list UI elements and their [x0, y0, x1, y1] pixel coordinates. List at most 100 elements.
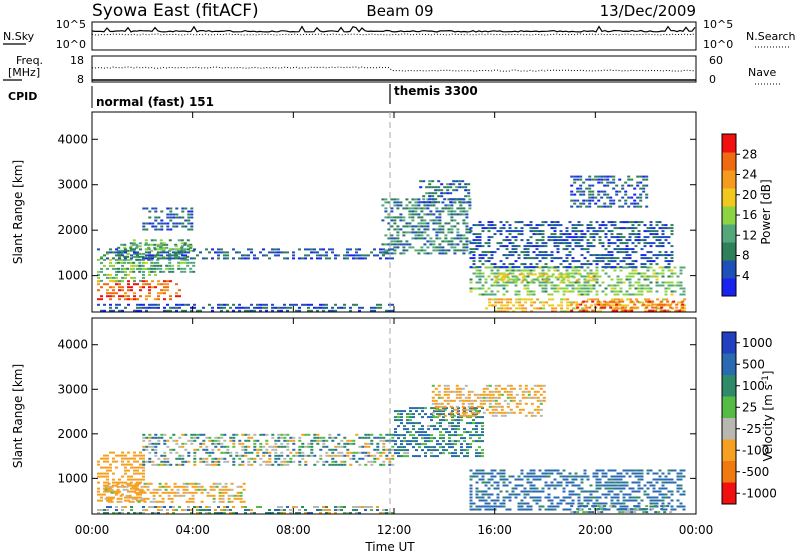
data-cell [667, 263, 671, 266]
data-cell [475, 287, 479, 290]
data-cell [124, 466, 127, 469]
velocity-colorbar-label-main: Velocity [m s [761, 384, 775, 461]
data-cell [634, 269, 638, 272]
data-cell [109, 261, 112, 264]
data-cell [355, 460, 359, 463]
data-cell [271, 251, 274, 254]
data-cell [226, 460, 230, 463]
data-cell [426, 207, 430, 210]
data-cell [154, 451, 158, 454]
data-cell [529, 490, 533, 493]
colorbar-swatch [722, 353, 736, 376]
data-cell [103, 283, 106, 286]
data-cell [550, 508, 554, 511]
data-cell [212, 497, 216, 500]
data-cell [633, 511, 637, 514]
data-cell [268, 463, 272, 466]
data-cell [636, 306, 640, 309]
data-cell [180, 248, 184, 251]
data-cell [562, 496, 566, 499]
data-cell [509, 298, 513, 301]
data-cell [373, 306, 376, 309]
data-cell [256, 454, 260, 457]
data-cell [259, 445, 263, 448]
data-cell [106, 273, 109, 276]
data-cell [514, 487, 518, 490]
freq-panel: Freq. [MHz] 18 8 60 0 Nave [3, 54, 780, 86]
data-cell [176, 494, 180, 497]
data-cell [393, 243, 397, 246]
data-cell [487, 239, 491, 242]
data-cell [337, 509, 340, 511]
data-cell [553, 233, 557, 236]
data-cell [499, 505, 503, 508]
data-cell [620, 298, 624, 301]
data-cell [440, 402, 444, 405]
data-cell [451, 440, 454, 443]
data-cell [310, 309, 313, 312]
data-cell [634, 272, 638, 275]
data-cell [499, 242, 503, 245]
data-cell [125, 482, 129, 485]
data-cell [133, 460, 136, 463]
data-cell [414, 237, 418, 240]
data-cell [178, 463, 182, 466]
data-cell [174, 252, 178, 255]
data-cell [624, 193, 628, 196]
data-cell [496, 484, 500, 487]
data-cell [568, 251, 572, 254]
data-cell [592, 502, 596, 505]
data-cell [547, 487, 551, 490]
data-cell [622, 496, 626, 499]
data-cell [649, 499, 653, 502]
data-cell [547, 293, 551, 296]
data-cell [310, 451, 314, 454]
data-cell [465, 246, 469, 249]
data-cell [319, 454, 323, 457]
data-cell [301, 257, 304, 260]
data-cell [381, 243, 385, 246]
data-cell [186, 264, 190, 267]
data-cell [136, 469, 139, 472]
data-cell [154, 286, 157, 289]
data-cell [640, 263, 644, 266]
station-title: Syowa East (fitACF) [92, 1, 259, 21]
data-cell [394, 452, 397, 455]
data-cell [265, 448, 269, 451]
data-cell [223, 451, 227, 454]
data-cell [609, 199, 613, 202]
data-cell [422, 198, 426, 201]
data-cell [268, 512, 271, 514]
data-cell [259, 442, 263, 445]
data-cell [442, 437, 445, 440]
data-cell [517, 221, 521, 224]
data-cell [560, 273, 564, 276]
data-cell [491, 411, 495, 414]
data-cell [139, 289, 142, 292]
data-cell [544, 281, 548, 284]
data-cell [123, 267, 127, 270]
data-cell [109, 496, 112, 499]
data-cell [97, 487, 100, 490]
data-cell [184, 309, 187, 312]
data-cell [166, 251, 169, 254]
data-cell [621, 511, 625, 514]
data-cell [153, 243, 157, 246]
data-cell [622, 260, 626, 263]
data-cell [571, 257, 575, 260]
data-cell [180, 270, 184, 273]
data-cell [242, 488, 246, 491]
data-cell [424, 437, 427, 440]
data-cell [562, 499, 566, 502]
data-cell [328, 309, 331, 312]
data-cell [163, 280, 166, 283]
data-cell [496, 248, 500, 251]
data-cell [652, 499, 656, 502]
data-cell [505, 248, 509, 251]
data-cell [566, 307, 570, 310]
data-cell [355, 303, 358, 306]
data-cell [151, 506, 154, 508]
data-cell [565, 284, 569, 287]
data-cell [209, 494, 213, 497]
data-cell [550, 481, 554, 484]
